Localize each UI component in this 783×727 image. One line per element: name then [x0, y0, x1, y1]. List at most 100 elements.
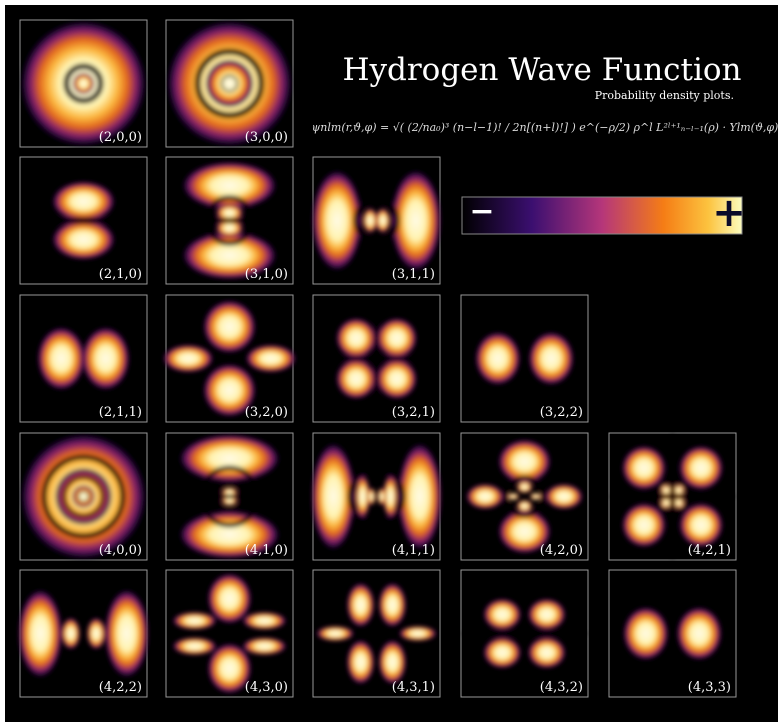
lobe — [72, 485, 95, 508]
orbital-label: (4,1,0) — [245, 543, 288, 558]
lobe — [474, 331, 521, 386]
orbital-panel: (4,2,1) — [608, 432, 737, 561]
orbital-label: (3,2,2) — [540, 405, 583, 420]
orbital-label: (3,1,0) — [245, 267, 288, 282]
lobe — [678, 445, 724, 491]
orbital-image — [172, 434, 287, 559]
lobe — [659, 483, 673, 497]
lobe — [528, 331, 575, 386]
orbital-panel: (3,2,2) — [460, 294, 589, 423]
lobe — [346, 639, 375, 685]
lobe — [18, 589, 63, 678]
lobe — [242, 637, 287, 656]
node-ring — [347, 467, 406, 526]
lobe — [207, 573, 252, 624]
lobe — [311, 442, 356, 551]
orbital-label: (4,2,1) — [688, 543, 731, 558]
node-ring — [220, 74, 239, 93]
lobe — [178, 510, 281, 559]
lobe — [376, 317, 418, 359]
orbital-panel: (3,0,0) — [165, 19, 294, 148]
lobe — [527, 598, 566, 631]
orbital-image — [474, 331, 575, 386]
lobe — [362, 207, 378, 234]
orbital-panel: (3,1,0) — [165, 156, 294, 285]
node — [172, 494, 287, 499]
orbital-panel: (4,2,2) — [18, 569, 149, 698]
node-ring — [77, 490, 90, 503]
lobe — [86, 617, 106, 650]
lobe — [72, 72, 95, 95]
node-ring — [503, 475, 546, 518]
orbital-label: (4,3,1) — [392, 680, 435, 695]
lobe — [483, 636, 522, 669]
lobe — [382, 474, 399, 519]
lobe — [506, 492, 520, 501]
lobe — [497, 439, 552, 484]
lobe — [221, 495, 238, 507]
orbital-label: (4,1,1) — [392, 543, 435, 558]
orbital-image — [20, 20, 147, 147]
colorbar-max: + — [712, 190, 746, 236]
lobe — [205, 59, 254, 108]
lobe — [366, 487, 376, 506]
node-ring — [353, 197, 400, 244]
orbital-panel: (4,2,0) — [460, 432, 589, 561]
node — [461, 630, 588, 637]
orbital-image — [622, 606, 723, 661]
lobe — [162, 344, 214, 373]
node-ring — [62, 475, 105, 518]
lobe — [202, 300, 257, 354]
orbital-panel: (4,0,0) — [19, 432, 148, 561]
lobe — [672, 496, 686, 510]
lobe — [516, 480, 533, 494]
colorbar — [461, 196, 743, 235]
lobe — [544, 483, 583, 510]
orbital-label: (3,2,1) — [392, 405, 435, 420]
lobe — [242, 611, 287, 630]
lobe — [659, 496, 673, 510]
lobe — [527, 636, 566, 669]
node — [669, 433, 676, 560]
node-ring — [194, 48, 265, 119]
lobe — [375, 207, 391, 234]
lobe — [346, 582, 375, 628]
orbital-image — [162, 300, 297, 417]
lobe — [621, 445, 667, 491]
orbital-image — [172, 573, 287, 694]
node-ring — [41, 454, 126, 539]
lobe — [466, 483, 505, 510]
lobe — [104, 589, 149, 678]
orbital-image — [311, 442, 442, 551]
orbital-label: (2,1,1) — [99, 405, 142, 420]
lobe — [178, 434, 281, 483]
orbital-image — [311, 169, 442, 272]
orbital-label: (4,3,0) — [245, 680, 288, 695]
lobe — [245, 344, 297, 373]
orbital-panel: (2,1,0) — [19, 156, 148, 285]
lobe — [51, 181, 116, 222]
node — [373, 301, 380, 416]
lobe — [377, 487, 387, 506]
orbital-image — [18, 589, 149, 678]
orbital-panel: (4,3,2) — [460, 569, 589, 698]
lobe — [316, 625, 355, 642]
lobe — [172, 637, 217, 656]
lobe — [335, 317, 377, 359]
lobe — [335, 358, 377, 400]
orbital-panel: (4,3,3) — [608, 569, 737, 698]
lobe — [207, 643, 252, 694]
lobe — [497, 509, 552, 554]
lobe — [181, 231, 278, 280]
lobe — [622, 606, 669, 661]
orbital-label: (3,0,0) — [245, 130, 288, 145]
orbital-label: (4,3,3) — [688, 680, 731, 695]
lobe — [221, 486, 238, 498]
orbital-image — [166, 20, 293, 147]
orbital-label: (4,0,0) — [99, 543, 142, 558]
orbital-panel: (4,3,1) — [312, 569, 441, 698]
lobe — [311, 169, 363, 272]
orbital-image — [319, 301, 434, 416]
orbital-image — [461, 598, 588, 669]
